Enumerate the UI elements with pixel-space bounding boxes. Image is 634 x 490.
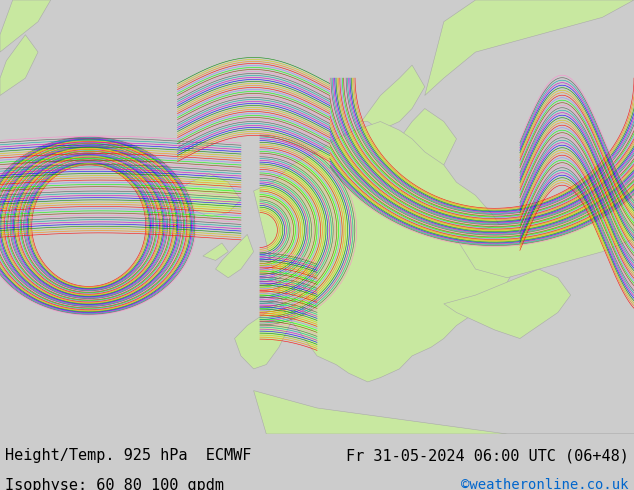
Polygon shape	[0, 35, 38, 96]
Text: Isophyse: 60 80 100 gpdm: Isophyse: 60 80 100 gpdm	[5, 478, 224, 490]
Polygon shape	[444, 269, 571, 339]
Polygon shape	[380, 108, 456, 173]
Polygon shape	[235, 304, 292, 369]
Polygon shape	[425, 0, 634, 96]
Polygon shape	[456, 182, 634, 278]
Polygon shape	[171, 173, 241, 217]
Polygon shape	[254, 391, 634, 434]
Polygon shape	[361, 65, 425, 130]
Polygon shape	[0, 0, 51, 52]
Polygon shape	[203, 243, 228, 260]
Polygon shape	[254, 122, 520, 382]
Polygon shape	[216, 234, 254, 278]
Text: Height/Temp. 925 hPa  ECMWF: Height/Temp. 925 hPa ECMWF	[5, 448, 252, 463]
Text: ©weatheronline.co.uk: ©weatheronline.co.uk	[462, 478, 629, 490]
Text: Fr 31-05-2024 06:00 UTC (06+48): Fr 31-05-2024 06:00 UTC (06+48)	[346, 448, 629, 463]
